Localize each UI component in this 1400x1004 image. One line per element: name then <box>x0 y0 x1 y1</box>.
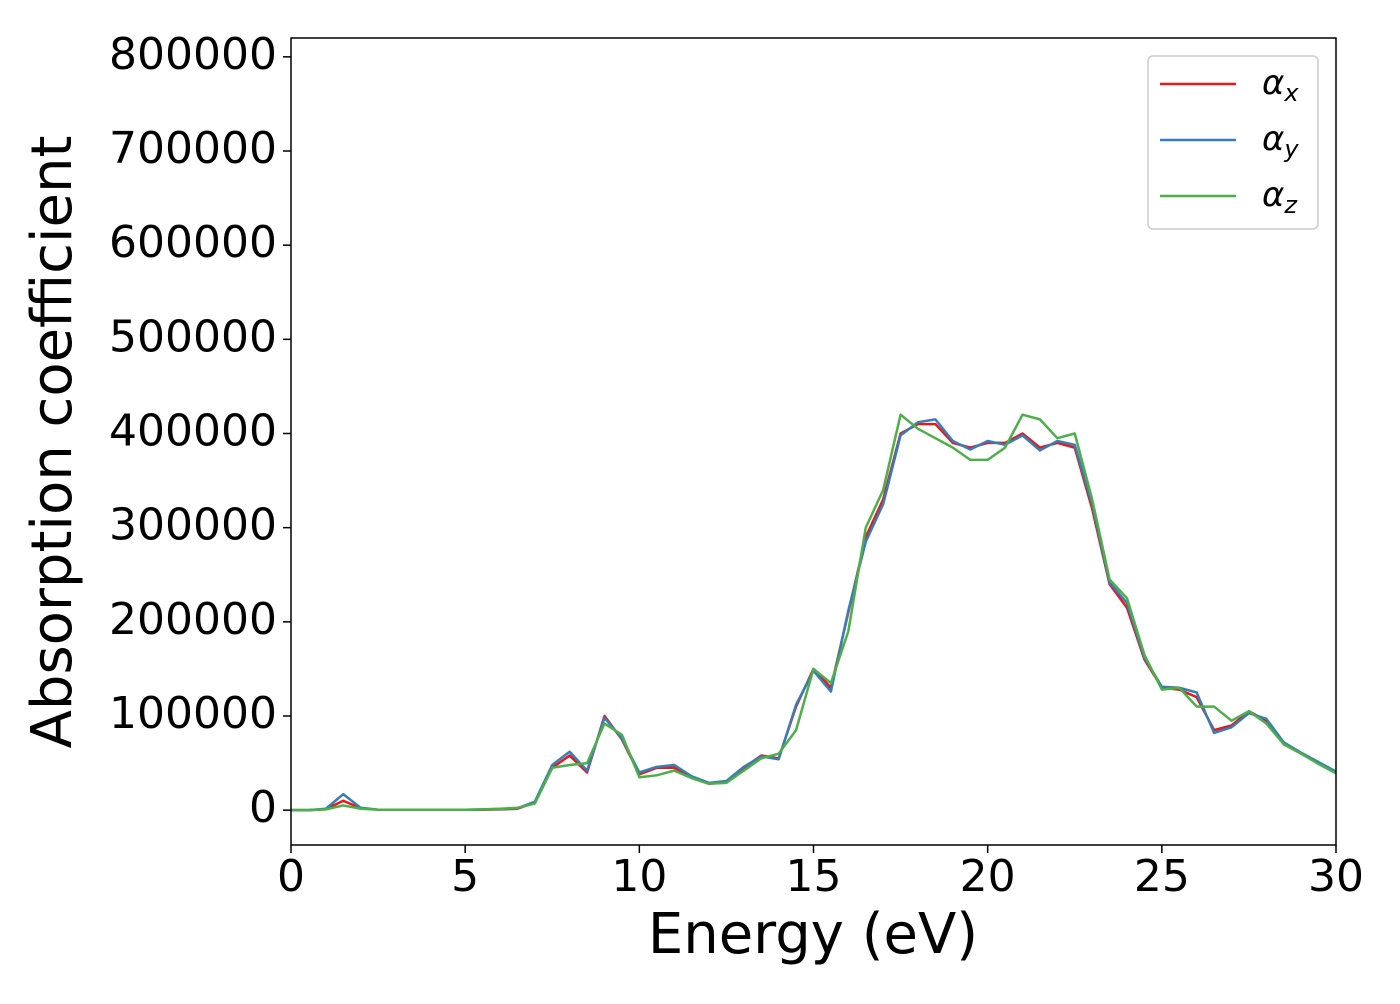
y-tick-label: 500000 <box>109 311 277 362</box>
x-tick-label: 20 <box>960 851 1016 902</box>
y-axis-label: Absorption coefficient <box>20 136 85 749</box>
y-tick-label: 700000 <box>109 123 277 174</box>
plot <box>291 413 1336 812</box>
x-tick-label: 0 <box>277 851 305 902</box>
x-tick-label: 10 <box>611 851 667 902</box>
x-tick-label: 25 <box>1134 851 1190 902</box>
y-tick-label: 600000 <box>109 217 277 268</box>
legend-label: αx <box>1262 63 1299 108</box>
legend-box <box>1147 55 1319 230</box>
legend-label: αy <box>1262 119 1299 164</box>
y-tick-label: 200000 <box>109 594 277 645</box>
x-tick-label: 15 <box>786 851 842 902</box>
x-tick-label: 5 <box>451 851 479 902</box>
y-tick-label: 800000 <box>109 29 277 80</box>
x-axis-label: Energy (eV) <box>648 902 978 967</box>
series-line <box>291 413 1336 812</box>
y-tick-label: 300000 <box>109 500 277 551</box>
y-tick-label: 100000 <box>109 688 277 739</box>
plot-frame <box>290 37 1337 846</box>
x-tick-label: 30 <box>1308 851 1364 902</box>
legend-label: αz <box>1262 175 1298 220</box>
y-tick-label: 400000 <box>109 405 277 456</box>
y-tick-label: 0 <box>249 782 277 833</box>
